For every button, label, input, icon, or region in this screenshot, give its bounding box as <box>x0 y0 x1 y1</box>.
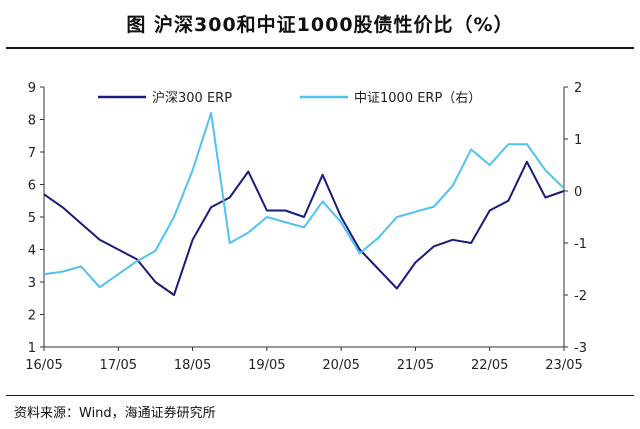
x-tick-label: 17/05 <box>100 358 137 373</box>
chart-title: 图 沪深300和中证1000股债性价比（%） <box>126 14 514 36</box>
source-divider <box>6 395 634 396</box>
right-tick-label: -2 <box>574 289 587 304</box>
x-tick-label: 18/05 <box>174 358 211 373</box>
left-tick-label: 2 <box>28 309 36 324</box>
x-tick-label: 20/05 <box>322 358 359 373</box>
x-tick-label: 22/05 <box>471 358 508 373</box>
x-tick-label: 19/05 <box>248 358 285 373</box>
left-tick-label: 9 <box>28 81 36 96</box>
right-tick-label: -1 <box>574 237 587 252</box>
right-tick-label: 2 <box>574 81 582 96</box>
left-tick-label: 6 <box>28 179 36 194</box>
right-tick-label: 0 <box>574 185 582 200</box>
right-tick-label: 1 <box>574 133 582 148</box>
left-tick-label: 5 <box>28 211 36 226</box>
x-tick-label: 23/05 <box>545 358 582 373</box>
legend-hs300-label: 沪深300 ERP <box>152 90 232 106</box>
series-hs300-erp-line <box>43 160 565 296</box>
title-divider <box>6 47 634 49</box>
legend-csi1000-label: 中证1000 ERP（右） <box>354 91 481 106</box>
right-tick-label: -3 <box>574 341 587 356</box>
left-tick-label: 1 <box>28 341 36 356</box>
left-tick-label: 7 <box>28 146 36 161</box>
x-tick-label: 21/05 <box>397 358 434 373</box>
left-tick-label: 8 <box>28 114 36 129</box>
series-csi1000-erp-line <box>43 112 565 289</box>
source-note: 资料来源：Wind，海通证券研究所 <box>14 406 216 421</box>
left-tick-label: 3 <box>28 276 36 291</box>
left-tick-label: 4 <box>28 244 36 259</box>
chart-header: 图 沪深300和中证1000股债性价比（%） <box>0 0 640 42</box>
x-tick-label: 16/05 <box>25 358 62 373</box>
